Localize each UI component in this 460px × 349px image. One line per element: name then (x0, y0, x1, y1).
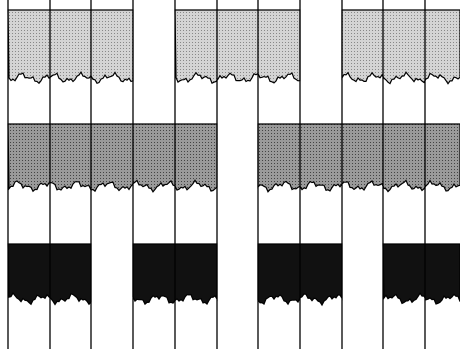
shaded-band (175, 10, 300, 83)
bands (8, 10, 460, 305)
shaded-band (8, 124, 217, 192)
shaded-band (342, 10, 460, 84)
shaded-band (383, 244, 460, 304)
page: {} html, body { margin: 0; padding: 0; b… (0, 0, 460, 349)
diagram (0, 0, 460, 349)
shaded-band (258, 124, 460, 192)
page-body: (() => { const svg = document.getElement… (0, 0, 460, 349)
shaded-band (8, 10, 133, 83)
